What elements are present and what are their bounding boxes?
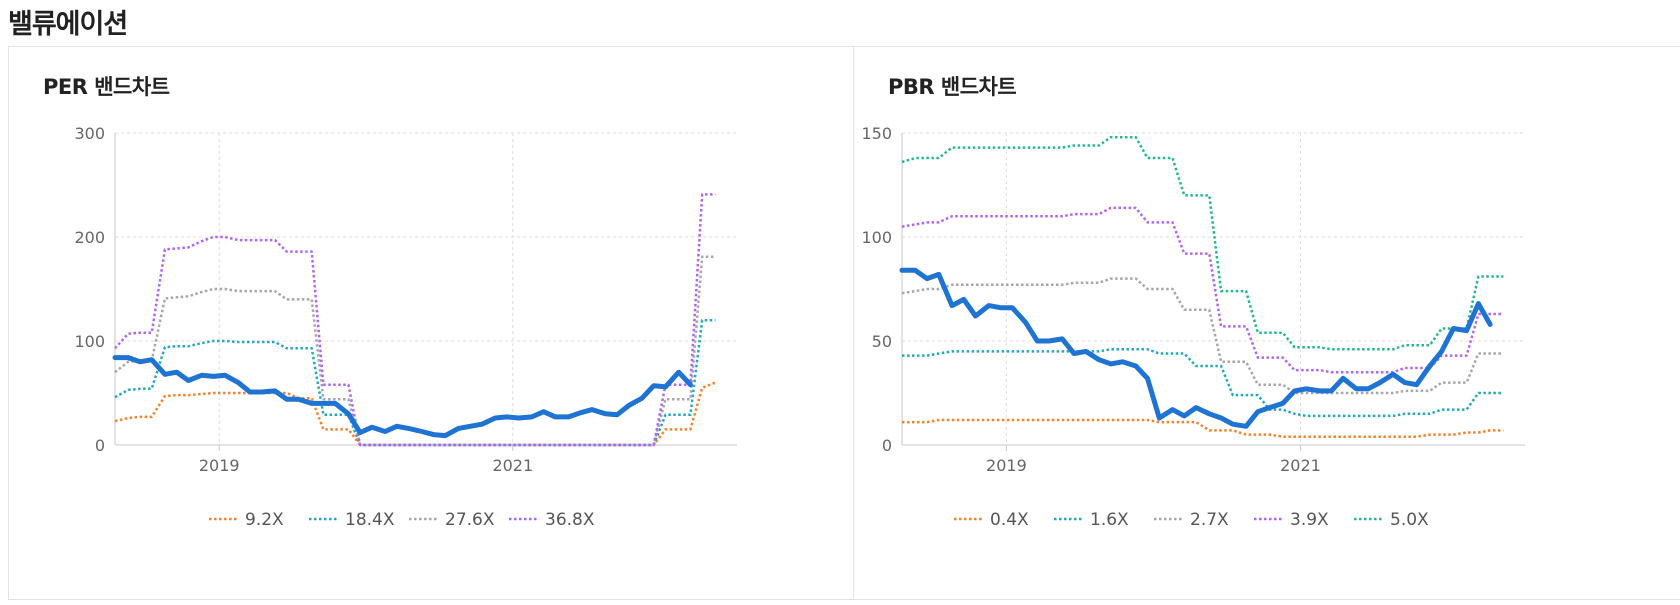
per-band-chart-panel: PER 밴드차트 0 100 200 300 2019 2021 9.2X 18.4X 27.6… — [8, 46, 854, 600]
y-tick-label: 50 — [872, 332, 892, 351]
legend-label: 5.0X — [1390, 510, 1429, 530]
legend-item[interactable]: 27.6X — [409, 510, 495, 530]
pbr-series-0-4x — [902, 418, 1504, 438]
pbr-series-2-7x — [901, 277, 1504, 395]
legend-label: 1.6X — [1090, 510, 1129, 530]
x-tick-label: 2019 — [986, 456, 1027, 475]
legend-label: 3.9X — [1290, 510, 1329, 530]
legend-item[interactable]: 5.0X — [1354, 510, 1429, 530]
per-series-36-8x — [114, 193, 716, 447]
y-tick-label: 0 — [882, 436, 892, 455]
legend-item[interactable]: 1.6X — [1054, 510, 1129, 530]
legend-item[interactable]: 18.4X — [309, 510, 395, 530]
y-tick-label: 100 — [861, 228, 892, 247]
per-chart-title: PER 밴드차트 — [43, 75, 170, 99]
pbr-series-5-0x — [901, 135, 1504, 351]
pbr-band-chart: 0 50 100 150 2019 2021 0.4X 1.6X 2.7X 3.9X 5.0X — [861, 124, 1525, 530]
y-tick-label: 0 — [95, 436, 105, 455]
legend-label: 9.2X — [245, 510, 284, 530]
pbr-chart-title: PBR 밴드차트 — [888, 75, 1017, 99]
pbr-band-chart-panel: PBR 밴드차트 0 50 100 150 2019 2021 0.4X 1.6X 2.7X 3.… — [853, 46, 1680, 600]
legend-label: 2.7X — [1190, 510, 1229, 530]
y-tick-label: 150 — [861, 124, 892, 143]
per-series-18-4x — [114, 318, 716, 447]
legend-item[interactable]: 36.8X — [509, 510, 595, 530]
per-band-chart: 0 100 200 300 2019 2021 9.2X 18.4X 27.6X 36.8X — [74, 124, 737, 530]
x-tick-label: 2021 — [1280, 456, 1321, 475]
pbr-series-3-9x — [901, 206, 1504, 374]
section-title: 밸류에이션 — [8, 9, 128, 40]
per-series-actual — [112, 355, 693, 439]
legend-label: 0.4X — [990, 510, 1029, 530]
pbr-series-actual — [899, 267, 1493, 429]
y-tick-label: 100 — [74, 332, 105, 351]
legend-item[interactable]: 9.2X — [209, 510, 284, 530]
pbr-series-1-6x — [902, 348, 1504, 418]
legend-item[interactable]: 2.7X — [1154, 510, 1229, 530]
per-series-9-2x — [114, 381, 716, 447]
legend-item[interactable]: 3.9X — [1254, 510, 1329, 530]
legend-label: 27.6X — [445, 510, 495, 530]
y-tick-label: 200 — [74, 228, 105, 247]
x-tick-label: 2019 — [199, 456, 240, 475]
x-tick-label: 2021 — [492, 456, 533, 475]
legend-label: 18.4X — [345, 510, 395, 530]
y-tick-label: 300 — [74, 124, 105, 143]
per-series-27-6x — [114, 255, 716, 447]
legend-item[interactable]: 0.4X — [954, 510, 1029, 530]
legend-label: 36.8X — [545, 510, 595, 530]
